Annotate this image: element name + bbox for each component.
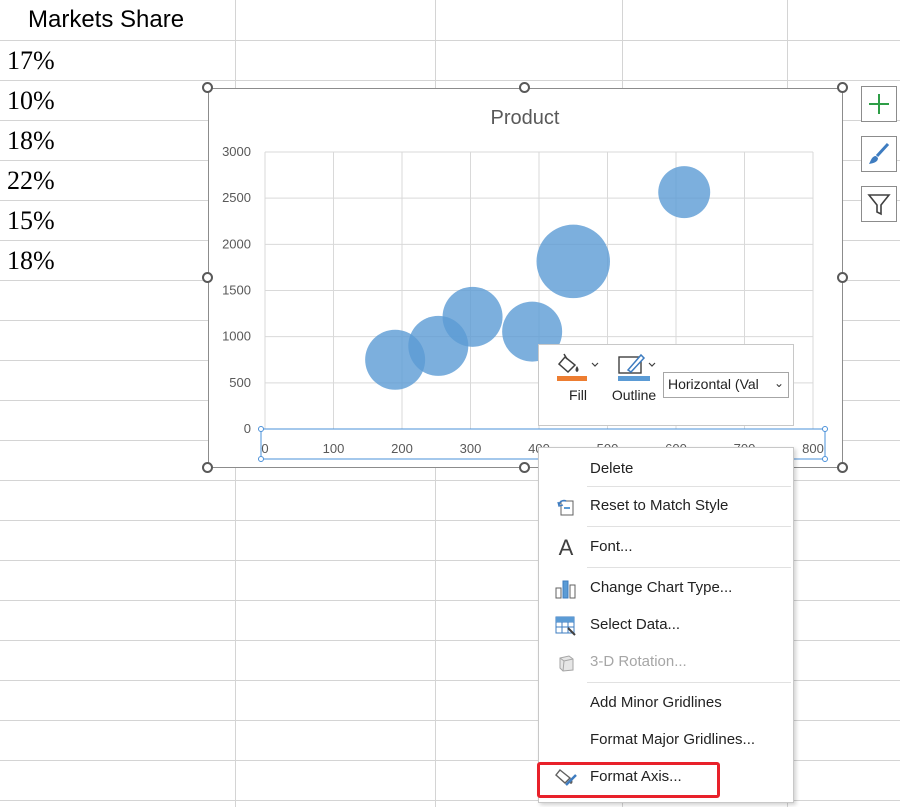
fill-color-swatch — [557, 376, 587, 381]
y-axis-tick-label: 1500 — [222, 283, 251, 298]
y-axis-tick-label: 3000 — [222, 144, 251, 159]
rotation-3d-icon — [555, 652, 577, 674]
x-axis-tick-label[interactable]: 0 — [261, 441, 268, 456]
format-mini-toolbar: Fill Outline Horizontal (Val ⌄ — [538, 344, 794, 426]
share-cell[interactable]: 18% — [7, 126, 55, 155]
chart-styles-icon — [869, 142, 890, 164]
resize-handle-top[interactable] — [519, 82, 530, 93]
paint-bucket-icon — [557, 353, 599, 381]
menu-item-label: 3-D Rotation... — [590, 653, 687, 670]
fill-button[interactable]: Fill — [553, 351, 603, 419]
resize-handle-top-left[interactable] — [202, 82, 213, 93]
menu-item-label: Format Axis... — [590, 768, 682, 785]
menu-item-label: Change Chart Type... — [590, 579, 733, 596]
x-axis-tick-label[interactable]: 100 — [323, 441, 345, 456]
resize-handle-bottom[interactable] — [519, 462, 530, 473]
menu-item-format-major-gridlines[interactable]: Format Major Gridlines... — [539, 723, 793, 757]
menu-item-select-data[interactable]: Select Data... — [539, 608, 793, 642]
axis-selection-handle[interactable] — [822, 456, 828, 462]
menu-item-font[interactable]: A Font... — [539, 530, 793, 564]
bubble-point[interactable] — [658, 166, 711, 219]
chart-element-dropdown[interactable]: Horizontal (Val ⌄ — [663, 372, 789, 398]
share-cell[interactable]: 15% — [7, 206, 55, 235]
axis-selection-handle[interactable] — [822, 426, 828, 432]
share-cell[interactable]: 18% — [7, 246, 55, 275]
resize-handle-right[interactable] — [837, 272, 848, 283]
menu-item-add-minor-gridlines[interactable]: Add Minor Gridlines — [539, 686, 793, 720]
menu-item-label: Reset to Match Style — [590, 497, 729, 514]
share-cell[interactable]: 10% — [7, 86, 55, 115]
pen-outline-icon — [618, 353, 656, 381]
share-cell[interactable]: 17% — [7, 46, 55, 75]
menu-item-delete[interactable]: Delete — [539, 452, 793, 486]
outline-label: Outline — [611, 387, 657, 403]
menu-divider — [587, 526, 791, 527]
menu-item-change-chart-type[interactable]: Change Chart Type... — [539, 571, 793, 605]
axis-selection-handle[interactable] — [258, 426, 264, 432]
change-chart-type-icon — [555, 578, 577, 600]
chart-element-value: Horizontal (Val — [668, 376, 759, 392]
menu-item-format-axis[interactable]: Format Axis... — [539, 760, 793, 794]
y-axis-tick-label: 1000 — [222, 329, 251, 344]
chart-title[interactable]: Product — [491, 107, 560, 129]
menu-divider — [587, 486, 791, 487]
bubble-point[interactable] — [536, 224, 610, 299]
menu-item-label: Font... — [590, 538, 633, 555]
format-axis-icon — [555, 767, 577, 789]
resize-handle-left[interactable] — [202, 272, 213, 283]
outline-color-swatch — [618, 376, 650, 381]
select-data-icon — [555, 615, 577, 637]
reset-style-icon — [555, 496, 577, 518]
resize-handle-bottom-right[interactable] — [837, 462, 848, 473]
context-menu: Delete Reset to Match Style A Font... Ch… — [538, 447, 794, 803]
menu-divider — [587, 567, 791, 568]
resize-handle-bottom-left[interactable] — [202, 462, 213, 473]
menu-item-label: Format Major Gridlines... — [590, 731, 756, 748]
chart-styles-button[interactable] — [861, 136, 897, 172]
chart-elements-icon — [869, 94, 889, 114]
axis-selection-handle[interactable] — [258, 456, 264, 462]
x-axis-tick-label[interactable]: 300 — [460, 441, 482, 456]
x-axis-tick-label[interactable]: 200 — [391, 441, 413, 456]
y-axis-tick-label: 2000 — [222, 236, 251, 251]
menu-item-label: Delete — [590, 460, 634, 477]
menu-item-3d-rotation: 3-D Rotation... — [539, 645, 793, 679]
resize-handle-top-right[interactable] — [837, 82, 848, 93]
share-cell[interactable]: 22% — [7, 166, 55, 195]
column-header-cell[interactable]: Markets Share — [28, 6, 185, 33]
bubble-point[interactable] — [442, 286, 503, 347]
outline-button[interactable]: Outline — [605, 351, 663, 419]
x-axis-tick-label[interactable]: 800 — [802, 441, 824, 456]
y-axis-tick-label: 2500 — [222, 190, 251, 205]
menu-divider — [587, 682, 791, 683]
format-axis-highlight — [537, 762, 720, 798]
menu-item-label: Add Minor Gridlines — [590, 694, 722, 711]
y-axis-tick-label: 0 — [244, 421, 251, 436]
chevron-down-icon: ⌄ — [773, 376, 784, 390]
chart-plot-svg: Product 0 500 1000 1500 2000 2500 3000 0 100 200… — [222, 107, 828, 462]
fill-label: Fill — [569, 387, 587, 403]
chart-filters-button[interactable] — [861, 186, 897, 222]
chart-elements-button[interactable] — [861, 86, 897, 122]
chart-filters-icon — [867, 194, 891, 216]
menu-item-reset-to-match-style[interactable]: Reset to Match Style — [539, 489, 793, 523]
y-axis-tick-label: 500 — [229, 375, 251, 390]
menu-item-label: Select Data... — [590, 616, 681, 633]
font-icon: A — [558, 535, 574, 560]
